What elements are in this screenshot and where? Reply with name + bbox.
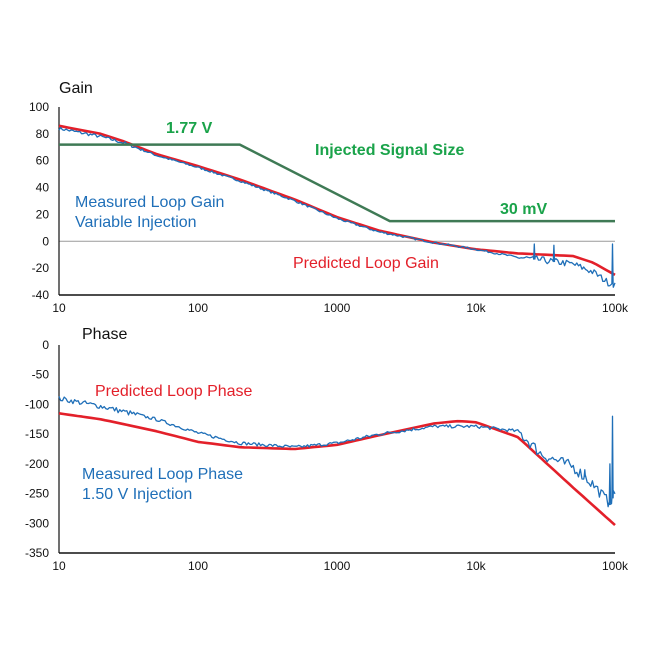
y-tick-label: -50 xyxy=(32,368,50,382)
measured-phase-label-line2: 1.50 V Injection xyxy=(82,486,192,503)
measured-loop-gain-line xyxy=(58,126,616,288)
measured-gain-label-line2: Variable Injection xyxy=(75,214,197,231)
phase-panel-title: Phase xyxy=(82,326,127,343)
predicted-phase-label: Predicted Loop Phase xyxy=(95,383,253,400)
inj-title-label: Injected Signal Size xyxy=(315,142,464,159)
predicted-loop-phase-line xyxy=(58,412,616,527)
predicted-gain-label: Predicted Loop Gain xyxy=(293,255,439,272)
measured-gain-label-line1: Measured Loop Gain xyxy=(75,194,224,211)
gain-x-tick-labels: 10 100 1000 10k 100k xyxy=(52,301,629,315)
measured-loop-phase-line xyxy=(58,396,616,508)
gain-axes xyxy=(58,107,615,296)
y-tick-label: 100 xyxy=(29,100,49,114)
y-tick-label: 20 xyxy=(36,207,50,221)
x-tick-label: 100 xyxy=(188,559,208,573)
x-tick-label: 100k xyxy=(602,559,629,573)
y-tick-label: -40 xyxy=(32,288,50,302)
phase-y-tick-labels: 0 -50 -100 -150 -200 -250 -300 -350 xyxy=(25,338,49,560)
phase-axes xyxy=(58,345,615,554)
y-tick-label: -100 xyxy=(25,397,49,411)
y-tick-label: 80 xyxy=(36,127,50,141)
x-tick-label: 100 xyxy=(188,301,208,315)
y-tick-label: 60 xyxy=(36,154,50,168)
gain-series xyxy=(58,124,616,288)
measured-phase-label-line1: Measured Loop Phase xyxy=(82,466,243,483)
gain-y-tick-labels: 100 80 60 40 20 0 -20 -40 xyxy=(29,100,49,302)
y-tick-label: 0 xyxy=(42,338,49,352)
y-tick-label: -150 xyxy=(25,427,49,441)
x-tick-label: 1000 xyxy=(324,301,351,315)
inj-low-label: 30 mV xyxy=(500,201,547,218)
x-tick-label: 100k xyxy=(602,301,629,315)
inj-high-label: 1.77 V xyxy=(166,120,213,137)
y-tick-label: 0 xyxy=(42,234,49,248)
x-tick-label: 10k xyxy=(466,559,486,573)
x-tick-label: 10k xyxy=(466,301,486,315)
x-tick-label: 1000 xyxy=(324,559,351,573)
y-tick-label: -20 xyxy=(32,261,50,275)
y-tick-label: -350 xyxy=(25,546,49,560)
y-tick-label: -300 xyxy=(25,516,49,530)
y-tick-label: -200 xyxy=(25,457,49,471)
x-tick-label: 10 xyxy=(52,301,66,315)
phase-series xyxy=(58,396,616,527)
y-tick-label: 40 xyxy=(36,181,50,195)
gain-panel-title: Gain xyxy=(59,80,93,97)
phase-panel: Phase 0 -50 -100 -150 -200 -250 -300 -350 10 100… xyxy=(25,326,629,573)
injected-signal-size-line xyxy=(59,143,615,223)
y-tick-label: -250 xyxy=(25,487,49,501)
gain-panel: Gain 100 80 60 40 20 0 -20 -40 10 100 1000 10k 100k… xyxy=(29,80,629,315)
x-tick-label: 10 xyxy=(52,559,66,573)
phase-x-tick-labels: 10 100 1000 10k 100k xyxy=(52,559,629,573)
